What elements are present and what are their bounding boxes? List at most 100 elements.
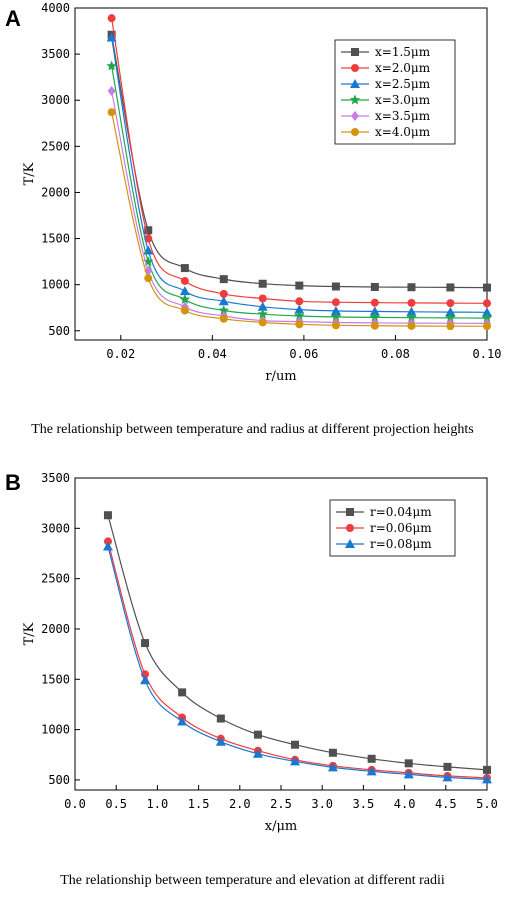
data-point	[330, 305, 341, 315]
y-tick-label: 3500	[41, 47, 70, 61]
data-point	[253, 730, 262, 739]
data-point	[406, 312, 417, 323]
data-point	[107, 14, 116, 23]
x-tick-label: 1.0	[147, 797, 169, 811]
data-point	[483, 283, 491, 292]
y-tick-label: 1500	[41, 672, 70, 686]
data-point	[141, 639, 150, 648]
series-1	[107, 30, 491, 292]
legend-label: x=2.5μm	[375, 77, 431, 91]
x-tick-label: 0.08	[381, 347, 410, 361]
data-point	[180, 264, 189, 273]
x-tick-label: 5.0	[476, 797, 498, 811]
legend-label: x=3.5μm	[375, 109, 431, 123]
data-point	[369, 311, 381, 322]
data-point	[177, 716, 188, 726]
data-point	[144, 274, 153, 283]
legend: r=0.04μm r=0.06μm r=0.08μm	[329, 499, 456, 557]
data-point	[257, 308, 268, 319]
data-point	[327, 762, 338, 772]
y-tick-label: 2500	[41, 139, 70, 153]
data-point	[103, 511, 112, 520]
legend-label: r=0.04μm	[370, 505, 432, 519]
panel-b-caption: The relationship between temperature and…	[60, 873, 445, 888]
y-tick-label: 3000	[41, 93, 70, 107]
data-point	[294, 304, 305, 314]
data-point	[331, 282, 340, 291]
data-point	[445, 307, 456, 317]
data-point	[290, 756, 301, 766]
series-line	[107, 541, 488, 779]
data-point	[407, 321, 416, 330]
data-point	[483, 322, 491, 331]
legend-label: x=1.5μm	[375, 45, 431, 59]
series-3	[106, 32, 492, 317]
data-point	[404, 759, 413, 768]
data-point	[291, 740, 300, 749]
data-point	[218, 305, 229, 315]
data-point	[295, 320, 304, 329]
y-tick-label: 500	[48, 773, 70, 787]
panel-a-caption: The relationship between temperature and…	[31, 422, 474, 437]
data-point	[216, 714, 225, 723]
y-tick-label: 2000	[41, 185, 70, 199]
data-point	[107, 86, 116, 96]
data-point	[219, 314, 228, 323]
x-tick-label: 3.5	[353, 797, 375, 811]
x-tick-label: 4.0	[394, 797, 416, 811]
data-point	[180, 276, 189, 285]
x-axis-label: x/μm	[265, 819, 298, 834]
data-point	[483, 765, 491, 774]
legend-marker	[346, 524, 354, 532]
data-point	[295, 281, 304, 290]
data-point	[482, 774, 492, 784]
x-tick-label: 0.0	[64, 797, 86, 811]
legend-label: x=4.0μm	[375, 125, 431, 139]
data-point	[446, 322, 455, 331]
x-tick-label: 2.0	[229, 797, 251, 811]
legend-marker	[351, 111, 359, 121]
legend-box	[334, 39, 456, 145]
legend-marker	[349, 94, 361, 105]
data-point	[294, 310, 305, 321]
data-point	[370, 321, 379, 330]
x-tick-label: 0.04	[198, 347, 227, 361]
x-tick-label: 2.5	[270, 797, 292, 811]
data-point	[219, 289, 228, 298]
x-tick-label: 0.06	[289, 347, 318, 361]
series-line	[111, 112, 487, 327]
data-point	[483, 299, 491, 308]
data-point	[369, 306, 380, 316]
data-point	[258, 279, 267, 288]
chart-b: 0.0 0.5 1.0 1.5 2.0 2.5 3.0 3.5 4.0 4.5 5.0 500 1000…	[22, 471, 498, 834]
x-tick-label: 1.5	[188, 797, 210, 811]
data-point	[106, 60, 117, 71]
series-3	[102, 541, 492, 784]
legend-label: x=2.0μm	[375, 61, 431, 75]
series-line	[107, 546, 488, 780]
data-point	[144, 226, 153, 235]
data-point	[446, 299, 455, 308]
y-tick-label: 4000	[41, 1, 70, 15]
data-point	[331, 298, 340, 307]
data-point	[219, 275, 228, 284]
legend-label: x=3.0μm	[375, 93, 431, 107]
legend-marker	[351, 48, 359, 56]
data-point	[367, 754, 376, 763]
plot-frame	[74, 7, 488, 341]
x-tick-label: 0.02	[106, 347, 135, 361]
x-tick-label: 3.0	[311, 797, 333, 811]
data-point	[106, 32, 117, 42]
data-point	[107, 108, 116, 117]
y-tick-label: 1000	[41, 723, 70, 737]
legend-label: r=0.06μm	[370, 521, 432, 535]
x-tick-label: 4.5	[435, 797, 457, 811]
data-point	[257, 301, 268, 311]
data-point	[443, 762, 452, 771]
data-point	[407, 298, 416, 307]
legend-marker	[350, 79, 360, 88]
data-point	[179, 286, 190, 296]
chart-a: 0.02 0.04 0.06 0.08 0.10 500 1000 1500 2000 2500 3…	[22, 1, 501, 384]
x-axis-label: r/um	[265, 369, 296, 384]
data-point	[445, 312, 456, 323]
